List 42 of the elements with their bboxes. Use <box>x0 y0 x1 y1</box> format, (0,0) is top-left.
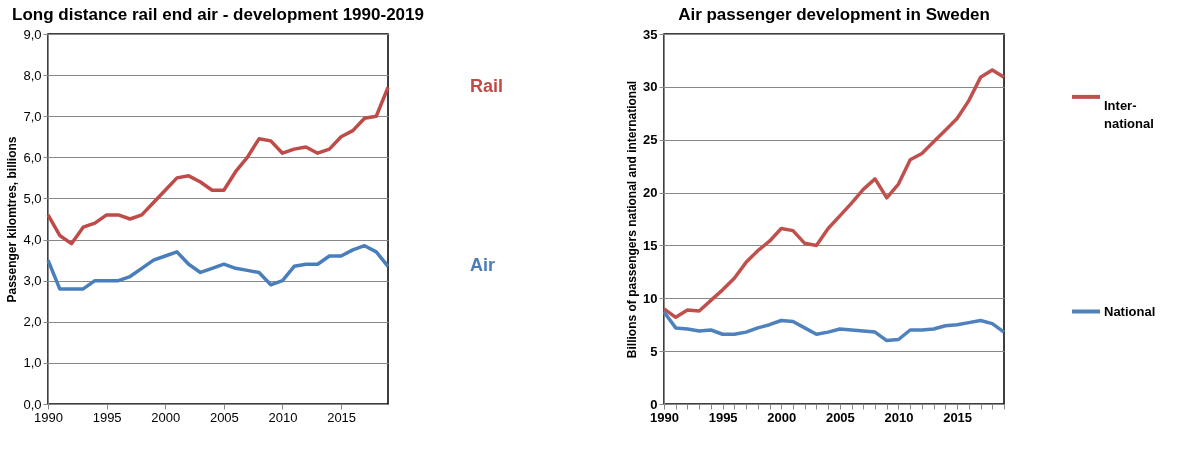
y-tick-label: 3,0 <box>23 273 42 289</box>
y-tick-label: 1,0 <box>23 355 42 371</box>
y-tick-label: 20 <box>643 185 658 201</box>
y-tick-label: 30 <box>643 79 658 95</box>
legend-label: National <box>1104 303 1156 319</box>
x-tick-label: 1995 <box>708 409 738 425</box>
y-tick-label: 7,0 <box>23 108 42 124</box>
x-tick-label: 2015 <box>327 409 357 425</box>
y-tick-label: 25 <box>643 132 658 148</box>
y-tick-label: 6,0 <box>23 149 42 165</box>
x-tick-label: 2010 <box>884 409 914 425</box>
y-axis-title: Billions of passengers national and international <box>625 80 640 359</box>
y-tick-label: 9,0 <box>23 26 42 42</box>
line-series <box>662 68 1006 320</box>
text: Inter- national <box>1104 97 1154 131</box>
x-tick-label: 1990 <box>34 409 63 425</box>
x-tick-label: 2005 <box>209 409 239 425</box>
x-tick-label: 1995 <box>92 409 122 425</box>
line-series <box>46 85 390 246</box>
y-tick-label: 2,0 <box>23 314 42 330</box>
y-tick-label: 15 <box>643 237 658 253</box>
y-tick-label: 35 <box>643 26 658 42</box>
x-tick-label: 2000 <box>767 409 797 425</box>
x-tick-label: 1990 <box>650 409 679 425</box>
chart-title: Air passenger development in Sweden <box>678 5 990 24</box>
y-tick-label: 8,0 <box>23 67 42 83</box>
x-tick-label: 2000 <box>151 409 181 425</box>
y-tick-label: 4,0 <box>23 232 42 248</box>
chart-title: Long distance rail end air - development 1990-2019 <box>12 5 424 24</box>
text: Rail <box>470 76 504 97</box>
line-series <box>46 243 390 291</box>
line-series <box>662 310 1006 343</box>
x-tick-label: 2010 <box>268 409 298 425</box>
y-tick-label: 10 <box>643 290 658 306</box>
y-tick-label: 5,0 <box>23 190 42 206</box>
y-tick-label: 0,0 <box>23 396 42 412</box>
y-tick-label: 5 <box>650 343 658 359</box>
text: Air <box>470 255 496 276</box>
y-axis-title: Passenger kilomtres, billions <box>5 136 20 303</box>
x-tick-label: 2005 <box>825 409 855 425</box>
y-tick-label: 0 <box>650 396 658 412</box>
x-tick-label: 2015 <box>943 409 973 425</box>
